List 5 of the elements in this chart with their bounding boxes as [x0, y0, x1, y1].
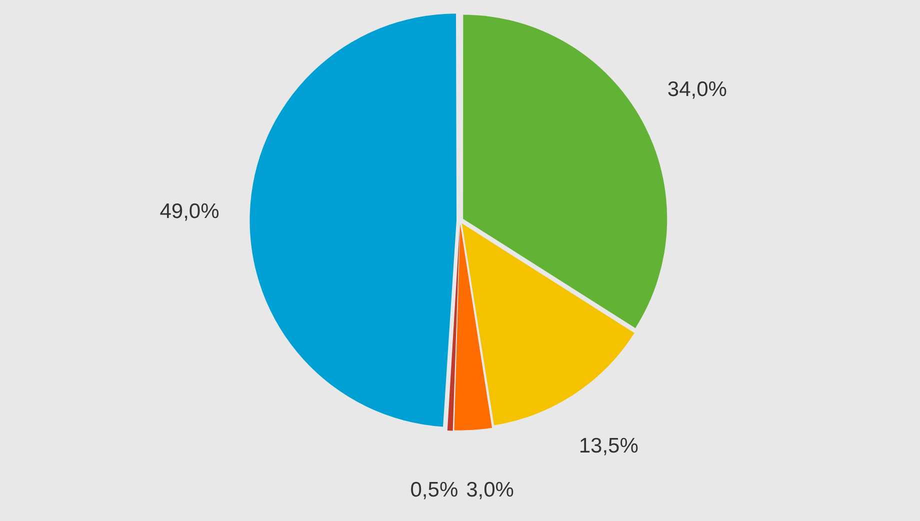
data-label: 13,5%	[578, 434, 638, 458]
data-label: 49,0%	[160, 200, 220, 223]
data-label: 3,0%	[466, 478, 514, 502]
data-label: 34,0%	[667, 78, 727, 101]
data-label: 0,5%	[410, 478, 458, 502]
